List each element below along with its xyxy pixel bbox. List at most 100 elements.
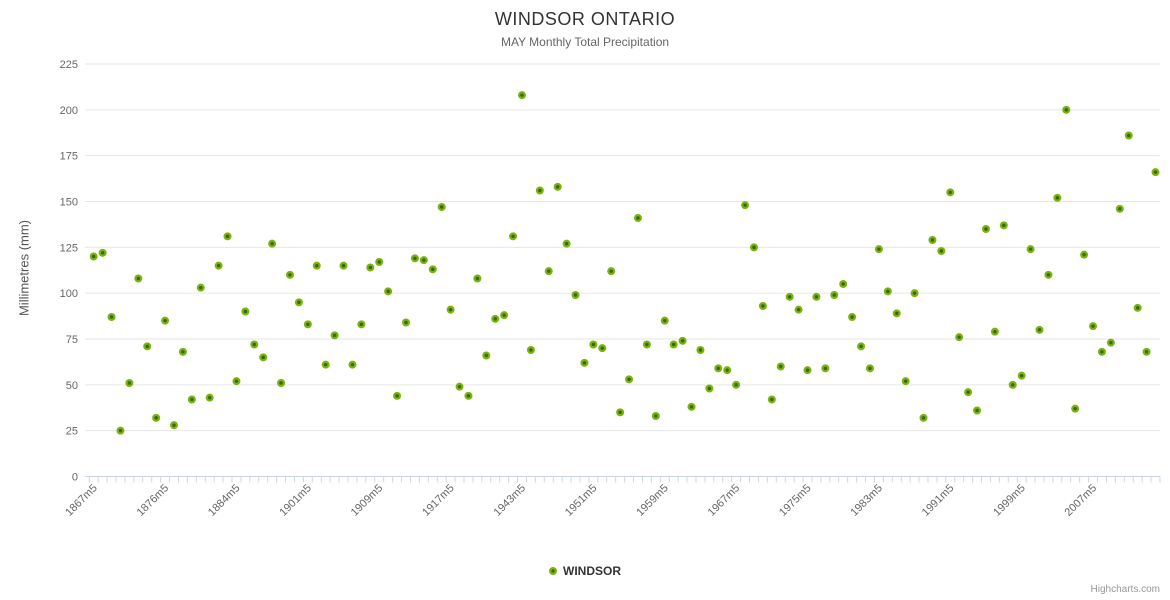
data-point[interactable]: [125, 379, 134, 387]
data-point[interactable]: [607, 267, 616, 276]
data-point[interactable]: [375, 258, 384, 266]
data-point[interactable]: [544, 267, 553, 276]
data-point[interactable]: [250, 340, 259, 349]
data-point[interactable]: [437, 203, 446, 211]
data-point[interactable]: [241, 307, 250, 316]
data-point[interactable]: [678, 336, 687, 345]
data-point[interactable]: [491, 314, 500, 323]
data-point[interactable]: [785, 292, 794, 301]
data-point[interactable]: [357, 320, 366, 329]
data-point[interactable]: [937, 247, 946, 255]
data-point[interactable]: [482, 351, 491, 360]
data-point[interactable]: [1071, 404, 1080, 413]
data-point[interactable]: [196, 283, 205, 292]
data-point[interactable]: [473, 274, 482, 283]
data-point[interactable]: [669, 340, 678, 349]
data-point[interactable]: [134, 274, 143, 283]
data-point[interactable]: [910, 289, 919, 298]
data-point[interactable]: [705, 384, 714, 393]
data-point[interactable]: [535, 186, 544, 195]
data-point[interactable]: [848, 313, 857, 321]
data-point[interactable]: [803, 366, 812, 375]
data-point[interactable]: [883, 287, 892, 296]
data-point[interactable]: [1053, 193, 1062, 202]
data-point[interactable]: [500, 311, 509, 320]
data-point[interactable]: [1097, 347, 1106, 356]
data-point[interactable]: [776, 362, 785, 371]
data-point[interactable]: [303, 320, 312, 329]
data-point[interactable]: [812, 292, 821, 301]
data-point[interactable]: [946, 188, 955, 197]
data-point[interactable]: [455, 382, 464, 391]
data-point[interactable]: [1044, 270, 1053, 279]
data-point[interactable]: [580, 358, 589, 367]
data-point[interactable]: [1106, 338, 1115, 347]
data-point[interactable]: [116, 426, 125, 435]
data-point[interactable]: [687, 402, 696, 411]
data-point[interactable]: [642, 340, 651, 349]
data-point[interactable]: [955, 333, 964, 342]
data-point[interactable]: [1035, 325, 1044, 334]
data-point[interactable]: [651, 412, 660, 420]
data-point[interactable]: [384, 287, 393, 296]
data-point[interactable]: [732, 380, 741, 389]
data-point[interactable]: [660, 316, 669, 325]
data-point[interactable]: [277, 379, 286, 387]
data-point[interactable]: [1142, 347, 1151, 356]
data-point[interactable]: [526, 346, 535, 354]
data-point[interactable]: [446, 305, 455, 314]
data-point[interactable]: [562, 239, 571, 248]
data-point[interactable]: [1133, 303, 1142, 312]
data-point[interactable]: [98, 248, 107, 257]
data-point[interactable]: [170, 421, 179, 430]
data-point[interactable]: [981, 225, 990, 233]
data-point[interactable]: [589, 340, 598, 349]
data-point[interactable]: [758, 302, 767, 310]
highcharts-credits-link[interactable]: Highcharts.com: [1090, 584, 1160, 595]
data-point[interactable]: [1017, 371, 1026, 380]
data-point[interactable]: [410, 254, 419, 263]
data-point[interactable]: [1080, 250, 1089, 259]
data-point[interactable]: [161, 316, 170, 325]
data-point[interactable]: [214, 261, 223, 270]
data-point[interactable]: [830, 291, 839, 299]
data-point[interactable]: [1115, 204, 1124, 213]
legend-item-windsor[interactable]: WINDSOR: [0, 564, 1170, 578]
data-point[interactable]: [1089, 322, 1098, 331]
data-point[interactable]: [571, 291, 580, 299]
data-point[interactable]: [393, 391, 402, 400]
data-point[interactable]: [339, 261, 348, 270]
data-point[interactable]: [553, 182, 562, 191]
data-point[interactable]: [428, 265, 437, 274]
data-point[interactable]: [990, 327, 999, 336]
data-point[interactable]: [741, 201, 750, 210]
data-point[interactable]: [348, 360, 357, 369]
data-point[interactable]: [723, 366, 732, 375]
data-point[interactable]: [1062, 105, 1071, 114]
data-point[interactable]: [928, 236, 937, 244]
data-point[interactable]: [892, 309, 901, 318]
data-point[interactable]: [143, 342, 152, 351]
data-point[interactable]: [366, 263, 375, 272]
data-point[interactable]: [223, 232, 232, 241]
data-point[interactable]: [464, 391, 473, 400]
data-point[interactable]: [964, 388, 973, 397]
data-point[interactable]: [187, 395, 196, 404]
data-point[interactable]: [865, 364, 874, 373]
data-point[interactable]: [874, 245, 883, 254]
data-point[interactable]: [616, 408, 625, 417]
data-point[interactable]: [625, 375, 634, 384]
data-point[interactable]: [401, 318, 410, 327]
data-point[interactable]: [312, 261, 321, 270]
data-point[interactable]: [633, 214, 642, 222]
data-point[interactable]: [232, 377, 241, 386]
data-point[interactable]: [107, 313, 116, 321]
data-point[interactable]: [1151, 168, 1160, 177]
data-point[interactable]: [321, 360, 330, 369]
data-point[interactable]: [294, 298, 303, 307]
data-point[interactable]: [696, 346, 705, 354]
data-point[interactable]: [598, 344, 607, 353]
data-point[interactable]: [749, 243, 758, 252]
data-point[interactable]: [259, 353, 268, 362]
data-point[interactable]: [152, 413, 161, 422]
